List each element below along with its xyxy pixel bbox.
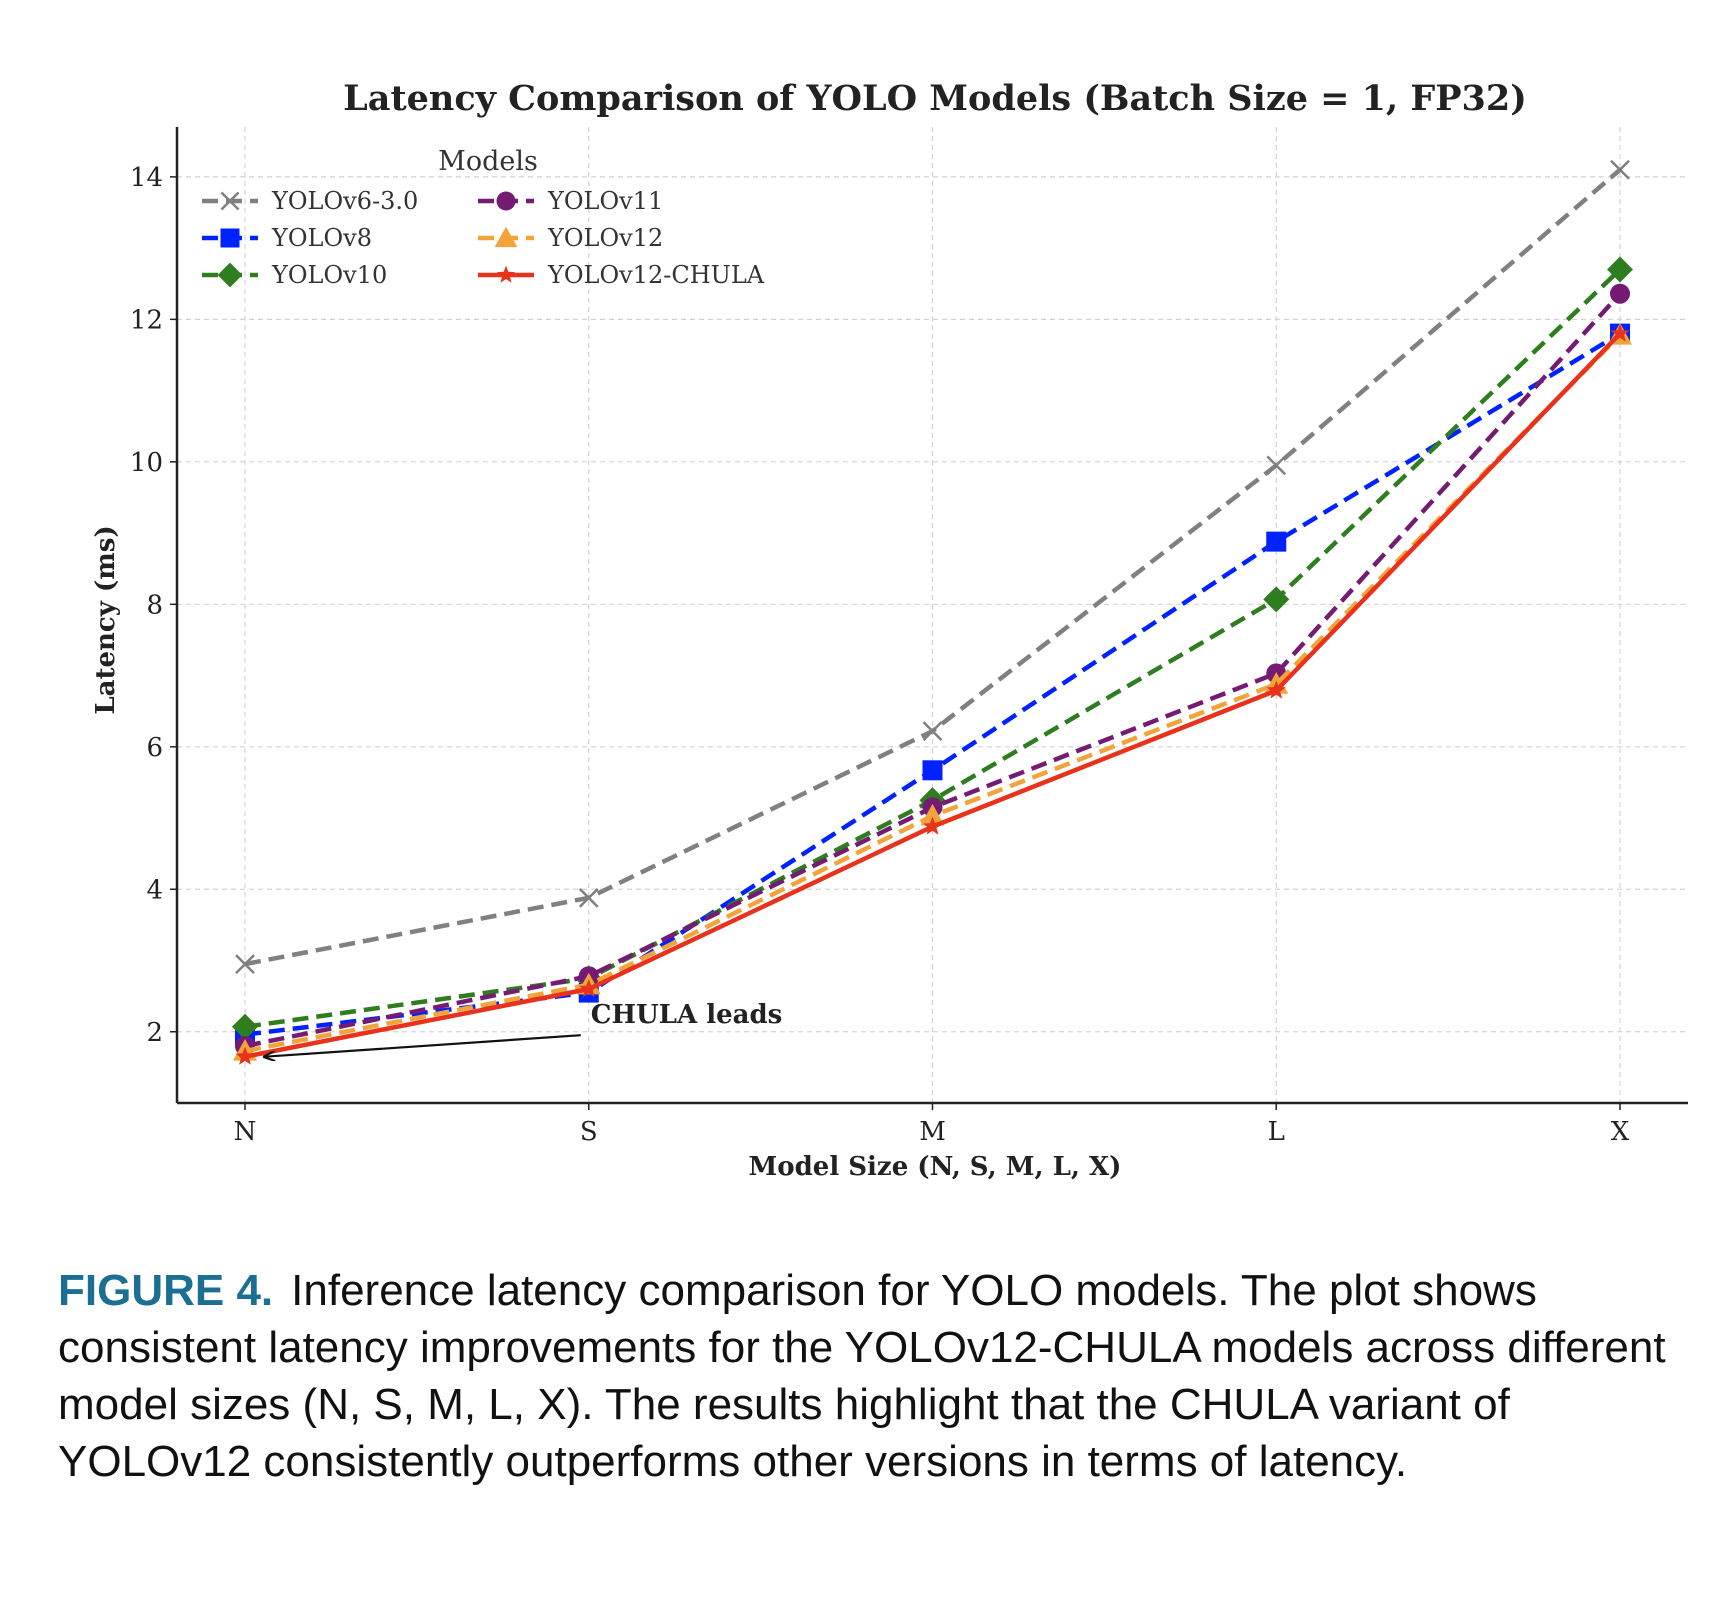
- data-point-yolov6-3-0: [922, 721, 943, 742]
- chart-title: Latency Comparison of YOLO Models (Batch…: [343, 78, 1527, 119]
- legend-marker: [220, 191, 240, 211]
- legend-label: YOLOv10: [271, 261, 387, 289]
- legend-marker: [496, 191, 516, 211]
- y-tick-label: 6: [146, 733, 163, 763]
- legend-label: YOLOv12: [547, 224, 663, 252]
- data-point-yolov12-chula: [923, 816, 942, 835]
- data-point-yolov12-chula: [579, 979, 599, 998]
- legend-marker: [220, 228, 240, 248]
- y-tick-label: 10: [130, 448, 163, 478]
- annotation-text: CHULA leads: [591, 1000, 783, 1030]
- x-tick-label: S: [580, 1117, 598, 1147]
- data-point-yolov6-3-0: [578, 887, 599, 908]
- y-tick-label: 12: [130, 305, 163, 335]
- grid: [177, 127, 1688, 1103]
- x-tick-label: M: [919, 1117, 946, 1147]
- data-point-yolov6-3-0: [1610, 159, 1630, 180]
- data-point-yolov12-chula: [1266, 680, 1286, 699]
- legend-label: YOLOv11: [547, 187, 663, 215]
- legend-marker: [217, 262, 243, 288]
- series-yolov12-chula: [235, 323, 1630, 1065]
- latency-line-chart: Latency Comparison of YOLO Models (Batch…: [91, 78, 1688, 1182]
- y-tick-label: 8: [146, 590, 163, 620]
- data-point-yolov10: [232, 1013, 258, 1040]
- data-point-yolov11: [1610, 283, 1630, 304]
- data-point-yolov6-3-0: [235, 954, 255, 974]
- data-point-yolov12-chula: [235, 1046, 255, 1065]
- figure-caption: FIGURE 4. Inference latency comparison fo…: [58, 1262, 1678, 1490]
- annotation-arrow: [265, 1034, 581, 1056]
- legend-item-yolov10: YOLOv10: [202, 261, 387, 289]
- data-point-yolov12-chula: [1610, 323, 1630, 342]
- data-point-yolov10: [1263, 586, 1290, 613]
- series-group: [232, 159, 1633, 1065]
- y-tick-label: 2: [146, 1018, 163, 1048]
- y-tick-label: 14: [130, 163, 163, 193]
- data-point-yolov12: [920, 803, 945, 826]
- legend-item-yolov8: YOLOv8: [202, 224, 372, 252]
- legend-marker: [497, 265, 515, 283]
- chart-figure: Latency Comparison of YOLO Models (Batch…: [91, 78, 1688, 1182]
- data-point-yolov8: [1266, 531, 1287, 552]
- data-point-yolov6-3-0: [1266, 455, 1287, 476]
- caption-text: Inference latency comparison for YOLO mo…: [58, 1266, 1666, 1486]
- legend-item-yolov6-3-0: YOLOv6-3.0: [202, 187, 418, 215]
- legend-marker: [494, 226, 518, 248]
- legend-item-yolov11: YOLOv11: [478, 187, 663, 215]
- x-axis-label: Model Size (N, S, M, L, X): [749, 1152, 1122, 1182]
- x-tick-label: L: [1268, 1117, 1285, 1147]
- series-yolov6-3-0: [235, 159, 1630, 974]
- annotation: CHULA leads: [265, 1000, 782, 1056]
- series-line-yolov6-3-0: [244, 167, 1622, 967]
- x-tick-label: N: [234, 1117, 257, 1147]
- legend-label: YOLOv12-CHULA: [547, 261, 765, 289]
- y-axis-label: Latency (ms): [91, 525, 121, 714]
- series-yolov8: [235, 323, 1630, 1045]
- data-point-yolov10: [1607, 256, 1633, 283]
- data-point-yolov8: [922, 760, 943, 781]
- x-tick-label: X: [1611, 1117, 1630, 1147]
- legend-label: YOLOv6-3.0: [271, 187, 418, 215]
- axes: 2 4 6 8 10 12 14 N S M L X: [130, 127, 1688, 1147]
- legend-label: YOLOv8: [271, 224, 372, 252]
- y-tick-label: 4: [146, 875, 163, 905]
- legend-title: Models: [438, 146, 538, 177]
- legend: Models YOLOv6-3.0 YOLOv8 YOLOv10 YOLOv11 YOLO…: [202, 146, 765, 289]
- legend-item-yolov12-chula: YOLOv12-CHULA: [478, 261, 765, 289]
- caption-label: FIGURE 4.: [58, 1266, 274, 1315]
- legend-item-yolov12: YOLOv12: [478, 224, 663, 252]
